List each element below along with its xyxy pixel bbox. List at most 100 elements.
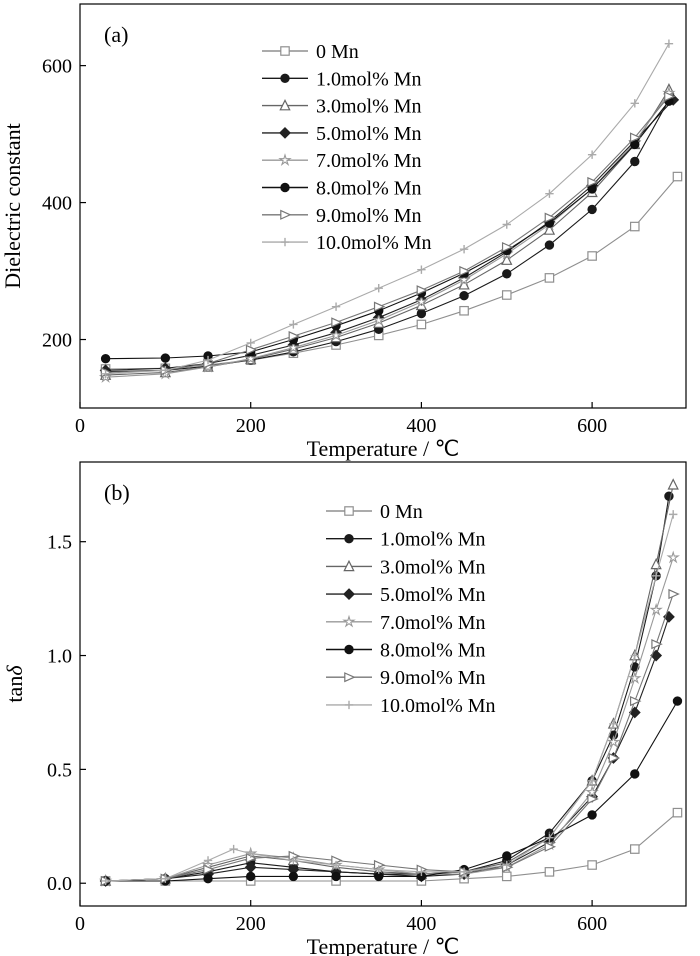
- legend-item-8-0mol-mn: 8.0mol% Mn: [262, 178, 422, 200]
- data-point-8-0mol-mn: [502, 851, 512, 861]
- data-point-7-0mol-mn: [286, 340, 301, 354]
- data-point-10-0mol-mn: [417, 265, 426, 274]
- series-10-0mol-mn: [101, 510, 678, 886]
- data-point-7-0mol-mn: [666, 550, 680, 564]
- data-point-10-0mol-mn: [545, 189, 554, 198]
- panel-label: (a): [104, 22, 128, 47]
- data-point-10-0mol-mn: [502, 220, 511, 229]
- data-point-9-0mol-mn: [288, 330, 301, 342]
- data-point-10-0mol-mn: [161, 366, 170, 375]
- data-point-9-0mol-mn: [501, 241, 514, 253]
- data-point-9-0mol-mn: [608, 752, 621, 764]
- data-point-10-0mol-mn: [651, 571, 661, 581]
- y-tick-label: 1.5: [47, 532, 72, 554]
- legend-label: 8.0mol% Mn: [316, 178, 422, 200]
- legend-item-8-0mol-mn: 8.0mol% Mn: [326, 640, 486, 662]
- data-point-8-0mol-mn: [288, 871, 299, 882]
- data-point-10-0mol-mn: [459, 244, 469, 254]
- data-point-9-0mol-mn: [459, 265, 471, 277]
- data-point-10-0mol-mn: [101, 876, 110, 886]
- data-point-9-0mol-mn: [544, 212, 557, 223]
- x-axis-title: Temperature / ℃: [307, 934, 460, 956]
- data-point-3-0mol-mn: [501, 253, 513, 265]
- data-point-3-0mol-mn: [667, 478, 679, 490]
- data-point-7-0mol-mn: [628, 671, 642, 685]
- legend-swatch-marker: [280, 182, 290, 193]
- data-point-0-mn: [459, 305, 469, 316]
- data-point-7-0mol-mn: [243, 351, 258, 365]
- legend: 0 Mn 1.0mol% Mn 3.0mol% Mn 5.0mol% Mn 7.0mol…: [262, 41, 432, 254]
- data-point-8-0mol-mn: [160, 353, 171, 363]
- y-axis-title: Dielectric constant: [0, 123, 25, 289]
- legend-label: 8.0mol% Mn: [380, 640, 486, 662]
- legend-item-3-0mol-mn: 3.0mol% Mn: [262, 96, 422, 118]
- data-point-7-0mol-mn: [606, 734, 621, 748]
- data-point-0-mn: [587, 251, 597, 261]
- data-point-9-0mol-mn: [668, 588, 680, 600]
- legend-item-5-0mol-mn: 5.0mol% Mn: [262, 123, 422, 145]
- x-tick-label: 600: [577, 415, 607, 437]
- legend-label: 1.0mol% Mn: [380, 529, 486, 551]
- y-axis-title: tanδ: [2, 665, 27, 703]
- legend-label: 9.0mol% Mn: [380, 667, 486, 689]
- data-point-7-0mol-mn: [371, 313, 386, 327]
- data-point-10-0mol-mn: [609, 719, 618, 729]
- data-point-10-0mol-mn: [289, 856, 298, 865]
- legend-item-10-0mol-mn: 10.0mol% Mn: [262, 232, 432, 254]
- data-point-1-0mol-mn: [544, 240, 555, 250]
- legend-label: 7.0mol% Mn: [380, 612, 486, 634]
- data-point-0-mn: [416, 319, 427, 330]
- legend-item-10-0mol-mn: 10.0mol% Mn: [326, 695, 496, 717]
- legend-swatch-marker: [344, 644, 354, 655]
- data-point-9-0mol-mn: [587, 793, 599, 805]
- data-point-10-0mol-mn: [229, 844, 238, 854]
- series-10-0mol-mn: [101, 39, 674, 378]
- legend-label: 0 Mn: [316, 41, 359, 63]
- series-line-8-0mol-mn: [105, 100, 670, 360]
- data-point-9-0mol-mn: [544, 841, 557, 852]
- data-point-10-0mol-mn: [374, 865, 383, 874]
- data-point-7-0mol-mn: [414, 294, 429, 308]
- data-point-9-0mol-mn: [629, 695, 642, 707]
- data-point-10-0mol-mn: [587, 150, 597, 159]
- series-line-9-0mol-mn: [105, 593, 674, 882]
- data-point-8-0mol-mn: [630, 769, 640, 779]
- data-point-9-0mol-mn: [331, 317, 343, 328]
- series-9-0mol-mn: [100, 91, 676, 378]
- data-point-0-mn: [672, 171, 683, 182]
- legend-swatch-marker: [344, 672, 356, 683]
- data-point-7-0mol-mn: [329, 328, 343, 342]
- data-point-10-0mol-mn: [331, 860, 341, 870]
- series-line-10-0mol-mn: [105, 43, 670, 375]
- legend-swatch-marker: [344, 700, 354, 710]
- y-axis-title-part: δ: [2, 665, 27, 676]
- data-point-10-0mol-mn: [545, 833, 554, 842]
- x-axis-title: Temperature / ℃: [307, 436, 460, 461]
- legend-item-0-mn: 0 Mn: [326, 501, 423, 523]
- data-point-0-mn: [501, 871, 512, 882]
- data-point-5-0mol-mn: [650, 649, 663, 662]
- legend-label: 0 Mn: [380, 501, 423, 523]
- data-point-0-mn: [629, 221, 640, 232]
- legend-swatch-marker: [279, 126, 291, 139]
- panel-b-tan-delta: 0 200 400 600 0.0 0.5 1.0 1.5 Temperature / ℃ tan…: [2, 461, 687, 956]
- data-point-1-0mol-mn: [416, 308, 427, 319]
- data-point-9-0mol-mn: [651, 639, 663, 650]
- data-point-10-0mol-mn: [374, 283, 383, 293]
- data-point-10-0mol-mn: [203, 856, 213, 865]
- data-point-0-mn: [587, 860, 597, 870]
- legend-item-5-0mol-mn: 5.0mol% Mn: [326, 584, 486, 606]
- data-point-0-mn: [501, 290, 512, 300]
- data-point-3-0mol-mn: [543, 223, 556, 235]
- data-point-10-0mol-mn: [246, 338, 255, 348]
- legend-swatch-marker: [278, 153, 292, 166]
- data-point-8-0mol-mn: [246, 871, 256, 882]
- data-point-9-0mol-mn: [664, 91, 676, 102]
- series-line-7-0mol-mn: [105, 557, 674, 882]
- legend-swatch-marker: [342, 614, 356, 628]
- x-tick-label: 200: [236, 913, 266, 935]
- series-9-0mol-mn: [100, 588, 680, 887]
- panel-label: (b): [104, 480, 130, 505]
- data-point-1-0mol-mn: [587, 204, 597, 215]
